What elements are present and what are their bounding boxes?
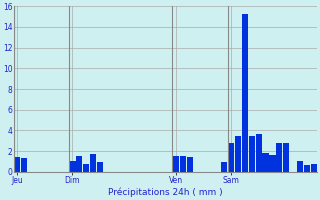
Bar: [283, 143, 289, 172]
Bar: [276, 143, 282, 172]
Bar: [311, 164, 317, 172]
Bar: [235, 136, 241, 172]
Bar: [187, 157, 193, 172]
Bar: [97, 162, 103, 172]
Bar: [76, 156, 83, 172]
Bar: [180, 156, 186, 172]
Bar: [69, 161, 76, 172]
Bar: [221, 162, 227, 172]
Bar: [173, 156, 179, 172]
Bar: [255, 134, 262, 172]
Bar: [242, 14, 248, 172]
Bar: [14, 157, 20, 172]
Bar: [297, 161, 303, 172]
Bar: [228, 143, 234, 172]
Bar: [304, 165, 310, 172]
Bar: [269, 155, 276, 172]
Bar: [262, 153, 268, 172]
Bar: [83, 164, 89, 172]
Bar: [249, 136, 255, 172]
Bar: [21, 158, 27, 172]
Bar: [90, 154, 96, 172]
X-axis label: Précipitations 24h ( mm ): Précipitations 24h ( mm ): [108, 188, 223, 197]
